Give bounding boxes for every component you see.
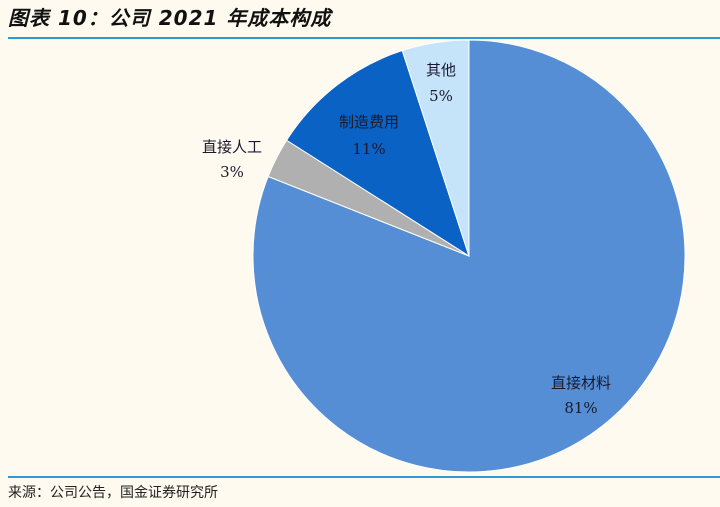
label-direct-labor-name: 直接人工 <box>202 138 262 156</box>
source-note: 来源：公司公告，国金证券研究所 <box>8 485 218 501</box>
label-manufacturing-name: 制造费用 <box>339 113 399 131</box>
slice-other <box>401 39 470 257</box>
title-divider <box>8 37 720 39</box>
label-other-name: 其他 <box>426 61 456 79</box>
label-direct-material-value: 81% <box>564 399 597 417</box>
label-manufacturing-value: 11% <box>352 140 385 158</box>
footer-divider <box>8 476 720 478</box>
label-direct-labor-value: 3% <box>220 163 244 181</box>
label-direct-material-name: 直接材料 <box>551 374 611 392</box>
chart-title: 图表 10：公司 2021 年成本构成 <box>8 6 332 30</box>
label-other-value: 5% <box>429 87 453 105</box>
slice-manufacturing-overhead <box>285 49 470 258</box>
